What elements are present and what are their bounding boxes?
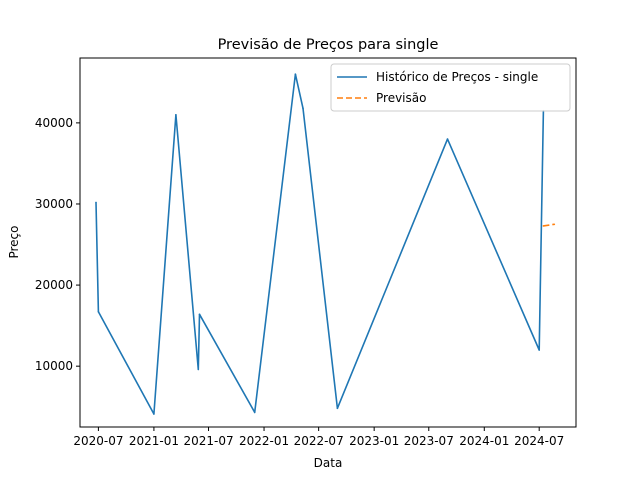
x-tick-label: 2021-01 — [129, 434, 179, 448]
y-axis-ticks: 10000 20000 30000 40000 — [35, 116, 80, 373]
data-point — [553, 223, 556, 226]
data-point — [153, 413, 155, 415]
y-tick-label: 40000 — [35, 116, 73, 130]
data-point — [294, 73, 297, 75]
legend-label-previsao: Previsão — [376, 91, 426, 105]
data-point — [95, 201, 97, 204]
data-point — [302, 107, 304, 110]
legend: Histórico de Preços - single Previsão — [330, 63, 571, 112]
y-tick-label: 20000 — [35, 278, 73, 292]
y-tick-label: 10000 — [35, 359, 73, 373]
data-point — [336, 407, 339, 410]
x-tick-label: 2022-07 — [294, 434, 344, 448]
data-point — [446, 138, 449, 140]
x-tick-label: 2022-01 — [239, 434, 289, 448]
data-point — [175, 114, 177, 116]
y-tick-label: 30000 — [35, 197, 73, 211]
x-tick-label: 2024-07 — [514, 434, 564, 448]
x-tick-label: 2023-07 — [404, 434, 454, 448]
legend-box — [330, 63, 571, 112]
x-tick-label: 2021-07 — [183, 434, 233, 448]
legend-label-historico: Histórico de Preços - single — [376, 70, 538, 84]
x-tick-label: 2024-01 — [459, 434, 509, 448]
series-layer — [95, 73, 556, 415]
plot-area — [79, 57, 577, 428]
chart-title: Previsão de Preços para single — [218, 37, 439, 53]
x-tick-label: 2020-07 — [73, 434, 123, 448]
data-point — [253, 411, 256, 414]
x-axis-label: Data — [314, 456, 343, 470]
data-point — [97, 311, 100, 313]
y-axis-label: Preço — [7, 225, 21, 258]
data-point — [542, 225, 545, 227]
data-point — [198, 313, 201, 316]
series-line-historico — [95, 73, 545, 415]
plot-frame — [79, 57, 577, 428]
x-axis-ticks: 2020-07 2021-01 2021-07 2022-01 2022-07 2023-… — [73, 427, 564, 448]
data-point — [538, 349, 540, 351]
data-point — [197, 368, 200, 371]
series-line-previsao — [543, 223, 555, 227]
x-tick-label: 2023-01 — [349, 434, 399, 448]
